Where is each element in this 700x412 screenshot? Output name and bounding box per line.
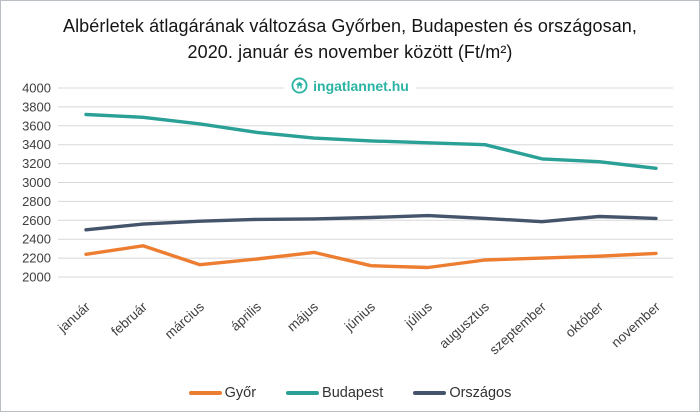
- x-tick-label: június: [341, 299, 378, 335]
- y-tick-label: 2200: [22, 251, 51, 266]
- legend-label: Győr: [224, 385, 257, 401]
- y-tick-label: 3400: [22, 137, 51, 152]
- y-tick-label: 2000: [22, 270, 51, 285]
- y-tick-label: 3600: [22, 118, 51, 133]
- legend-item-Budapest: Budapest: [286, 385, 383, 401]
- y-tick-label: 3800: [22, 99, 51, 114]
- y-tick-label: 3000: [22, 175, 51, 190]
- x-tick-label: február: [108, 299, 150, 339]
- line-series-Budapest: [84, 112, 658, 171]
- x-tick-label: július: [401, 299, 435, 332]
- x-tick-label: január: [54, 299, 93, 336]
- x-tick-label: szeptember: [487, 299, 550, 358]
- x-tick-label: május: [284, 299, 321, 334]
- chart-title: Albérletek átlagárának változása Győrben…: [62, 16, 638, 62]
- y-tick-label: 4000: [22, 81, 51, 96]
- legend-swatch: [286, 391, 320, 395]
- line-series-Országos: [84, 213, 658, 232]
- x-tick-label: november: [608, 299, 663, 351]
- x-tick-label: augusztus: [436, 299, 492, 351]
- legend-label: Budapest: [322, 385, 384, 401]
- legend-swatch: [413, 391, 447, 395]
- x-tick-label: október: [563, 299, 607, 341]
- y-tick-label: 3200: [22, 156, 51, 171]
- legend-swatch: [188, 391, 222, 395]
- x-tick-label: április: [228, 299, 264, 334]
- legend-label: Országos: [449, 385, 512, 401]
- y-tick-label: 2400: [22, 232, 51, 247]
- legend-item-Győr: Győr: [188, 385, 257, 401]
- x-tick-label: március: [162, 299, 207, 342]
- line-series-Győr: [84, 244, 658, 270]
- legend: Győr Budapest Országos: [1, 385, 699, 401]
- legend-item-Országos: Országos: [413, 385, 511, 401]
- y-tick-label: 2600: [22, 213, 51, 228]
- y-tick-label: 2800: [22, 194, 51, 209]
